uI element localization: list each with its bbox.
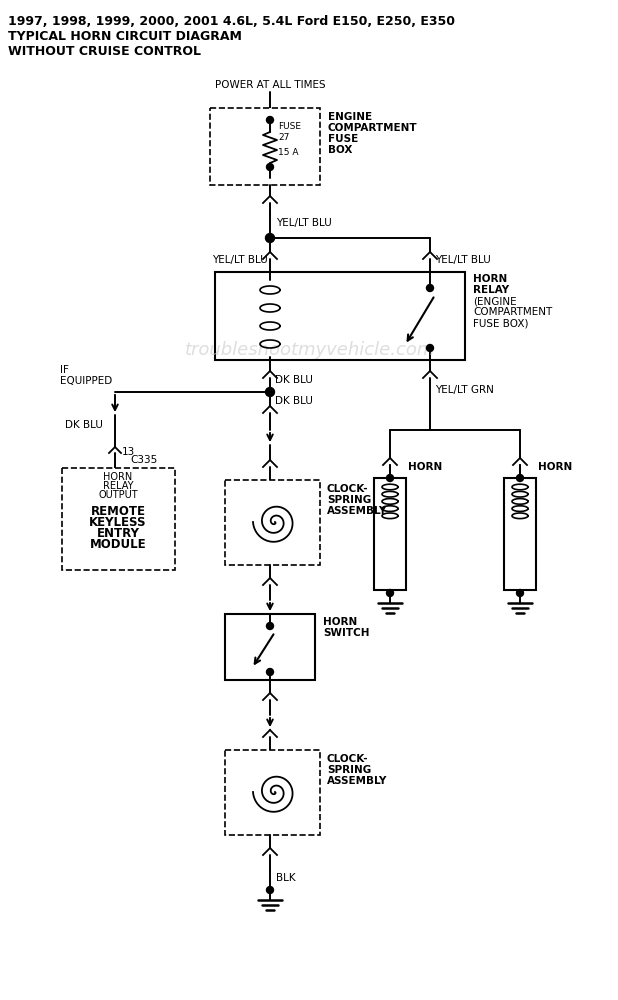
Text: RELAY: RELAY: [103, 481, 133, 491]
Circle shape: [266, 387, 274, 396]
Text: TYPICAL HORN CIRCUIT DIAGRAM: TYPICAL HORN CIRCUIT DIAGRAM: [8, 30, 242, 43]
Bar: [225, 614, 315, 680]
Text: RELAY: RELAY: [473, 285, 509, 295]
Circle shape: [266, 163, 274, 170]
Text: SWITCH: SWITCH: [323, 628, 370, 638]
Bar: [215, 272, 465, 360]
Text: OUTPUT: OUTPUT: [98, 490, 138, 500]
Circle shape: [266, 622, 274, 630]
Text: ASSEMBLY: ASSEMBLY: [327, 776, 387, 786]
Text: EQUIPPED: EQUIPPED: [60, 376, 112, 386]
Circle shape: [266, 886, 274, 894]
Text: COMPARTMENT: COMPARTMENT: [328, 123, 418, 133]
Circle shape: [266, 116, 274, 123]
Text: 13: 13: [122, 447, 135, 457]
Text: YEL/LT GRN: YEL/LT GRN: [435, 385, 494, 395]
FancyBboxPatch shape: [210, 108, 320, 185]
Text: FUSE: FUSE: [278, 122, 301, 131]
Circle shape: [386, 475, 394, 482]
Text: YEL/LT BLU: YEL/LT BLU: [435, 255, 491, 265]
Text: 1997, 1998, 1999, 2000, 2001 4.6L, 5.4L Ford E150, E250, E350: 1997, 1998, 1999, 2000, 2001 4.6L, 5.4L …: [8, 15, 455, 28]
Circle shape: [517, 475, 523, 482]
Text: ENGINE: ENGINE: [328, 112, 372, 122]
Text: HORN: HORN: [408, 462, 442, 472]
Text: CLOCK-: CLOCK-: [327, 754, 368, 764]
Text: DK BLU: DK BLU: [275, 396, 313, 406]
Text: SPRING: SPRING: [327, 765, 371, 775]
Text: troubleshootmyvehicle.com: troubleshootmyvehicle.com: [185, 341, 435, 359]
Text: YEL/LT BLU: YEL/LT BLU: [212, 255, 268, 265]
Circle shape: [517, 589, 523, 596]
Text: CLOCK-: CLOCK-: [327, 484, 368, 494]
Text: ENTRY: ENTRY: [96, 527, 140, 540]
Text: IF: IF: [60, 365, 69, 375]
Text: COMPARTMENT: COMPARTMENT: [473, 307, 552, 317]
Text: YEL/LT BLU: YEL/LT BLU: [276, 218, 332, 228]
Text: HORN: HORN: [473, 274, 507, 284]
Circle shape: [426, 344, 433, 352]
Text: DK BLU: DK BLU: [275, 375, 313, 385]
Text: C335: C335: [130, 455, 157, 465]
Bar: [374, 478, 406, 590]
Text: HORN: HORN: [323, 617, 357, 627]
Circle shape: [266, 233, 274, 242]
Text: KEYLESS: KEYLESS: [89, 516, 146, 529]
Text: BLK: BLK: [276, 873, 295, 883]
Text: WITHOUT CRUISE CONTROL: WITHOUT CRUISE CONTROL: [8, 45, 201, 58]
Text: MODULE: MODULE: [90, 538, 146, 551]
Text: ASSEMBLY: ASSEMBLY: [327, 506, 387, 516]
Text: FUSE: FUSE: [328, 134, 358, 144]
FancyBboxPatch shape: [62, 468, 175, 570]
Circle shape: [386, 589, 394, 596]
Text: (ENGINE: (ENGINE: [473, 296, 517, 306]
FancyBboxPatch shape: [225, 480, 320, 565]
Text: HORN: HORN: [538, 462, 572, 472]
Text: 15 A: 15 A: [278, 148, 298, 157]
Circle shape: [266, 668, 274, 676]
Text: DK BLU: DK BLU: [65, 420, 103, 430]
Text: FUSE BOX): FUSE BOX): [473, 318, 528, 328]
Text: HORN: HORN: [103, 472, 133, 482]
Circle shape: [426, 284, 433, 292]
FancyBboxPatch shape: [225, 750, 320, 835]
Text: REMOTE: REMOTE: [90, 505, 145, 518]
Bar: [504, 478, 536, 590]
Text: POWER AT ALL TIMES: POWER AT ALL TIMES: [214, 80, 325, 90]
Text: 27: 27: [278, 133, 289, 142]
Text: BOX: BOX: [328, 145, 352, 155]
Text: SPRING: SPRING: [327, 495, 371, 505]
